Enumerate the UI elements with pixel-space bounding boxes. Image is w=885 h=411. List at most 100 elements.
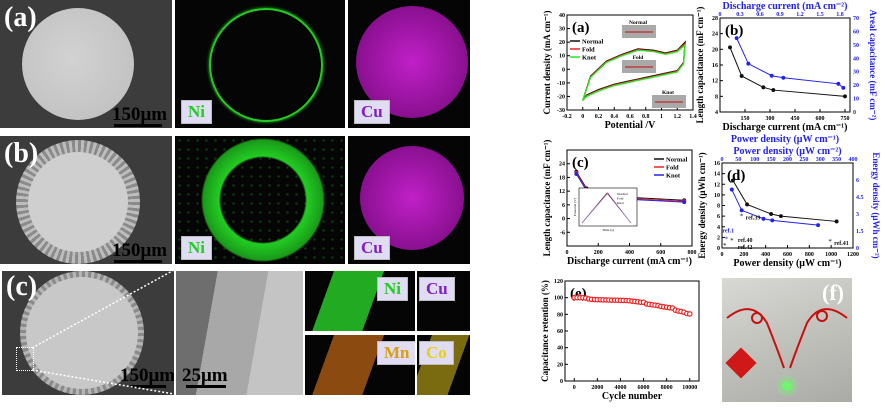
x2-tick-label: 1.2 bbox=[796, 12, 804, 18]
y2-tick-label: 10 bbox=[853, 97, 859, 103]
chart-a: (a) -0.2 0 0.2 0.4 0.6 0.8 1 1.2 1.4 -30 -20 -10 0 10 2… bbox=[542, 10, 697, 131]
y2-tick-label: 20 bbox=[853, 83, 859, 89]
data-point bbox=[739, 208, 744, 213]
chart-d: (d)0 200 400 600 800 1000 12000246810121416Pow… bbox=[697, 146, 881, 269]
data-point bbox=[727, 45, 733, 50]
inset-y-label: Potential (V) bbox=[573, 197, 577, 216]
scale-label: 150μm bbox=[112, 104, 168, 125]
x-tick-label: 6000 bbox=[638, 385, 650, 391]
y-tick-label: 28 bbox=[712, 16, 718, 22]
legend-label: Knot bbox=[582, 55, 597, 62]
y-tick-label: 20 bbox=[557, 362, 563, 368]
data-point bbox=[734, 36, 739, 41]
chart-b: (b)150 300 450 600 750481216202428Discharge … bbox=[695, 1, 878, 145]
data-point bbox=[682, 200, 687, 205]
zoom-region-box bbox=[16, 347, 34, 371]
x-tick-label: 2000 bbox=[591, 385, 603, 391]
data-point bbox=[761, 216, 766, 221]
inset-legend-label: Normal bbox=[617, 192, 628, 196]
y-tick-label: 60 bbox=[557, 329, 563, 335]
data-point bbox=[769, 211, 774, 217]
y-tick-label: 24 bbox=[559, 162, 565, 168]
legend-label: Normal bbox=[582, 39, 603, 46]
fiber-core bbox=[26, 277, 138, 389]
legend-label: Normal bbox=[666, 157, 687, 164]
scale-label: 25μm bbox=[182, 365, 228, 386]
y-tick-label: 18 bbox=[559, 175, 565, 181]
reference-marker: * bbox=[740, 213, 744, 221]
y-tick-label: 0 bbox=[562, 67, 565, 73]
scale-label: 150μm bbox=[120, 365, 174, 386]
panel-label: (b) bbox=[725, 23, 743, 39]
y-tick-label: 40 bbox=[559, 13, 565, 19]
element-label-cu: Cu bbox=[419, 277, 455, 301]
x-tick-label: 10000 bbox=[682, 385, 697, 391]
x-tick-label: 800 bbox=[805, 252, 814, 258]
data-point bbox=[729, 187, 734, 192]
y-tick-label: -20 bbox=[557, 94, 565, 100]
x-tick-label: 200 bbox=[739, 252, 748, 258]
device-photo-panel: (f) bbox=[722, 278, 852, 402]
eds-ni-map-zoom: Ni bbox=[305, 271, 415, 331]
y-tick-label: 4 bbox=[715, 110, 718, 116]
y2-tick-label: 40 bbox=[853, 56, 859, 62]
element-label-ni: Ni bbox=[377, 277, 408, 301]
series-line-knot bbox=[582, 43, 686, 101]
y-tick-label: 0 bbox=[562, 217, 565, 223]
y2-tick-label: 4.5 bbox=[856, 195, 864, 201]
reference-label: ref.1 bbox=[722, 229, 734, 235]
x-axis-label: Cycle number bbox=[602, 391, 663, 402]
y2-tick-label: 0 bbox=[856, 246, 859, 252]
element-label-ni: Ni bbox=[181, 236, 212, 260]
eds-ni-map-normal: Ni bbox=[175, 0, 345, 128]
y2-tick-label: 30 bbox=[853, 70, 859, 76]
reference-label: ref.42 bbox=[738, 245, 753, 251]
x-axis-label: Discharge current (mA cm⁻¹) bbox=[567, 256, 692, 267]
y-axis-label: Capacitance retention (%) bbox=[540, 280, 550, 382]
y-tick-label: -30 bbox=[557, 108, 565, 114]
y-tick-label: 2 bbox=[717, 235, 720, 241]
data-point bbox=[834, 219, 839, 224]
y-tick-label: 8 bbox=[715, 94, 718, 100]
x-tick-label: -0.2 bbox=[562, 114, 572, 120]
chart-e: (e)0 2000 4000 6000 8000 10000020406080100120… bbox=[540, 279, 700, 402]
y2-tick-label: 0 bbox=[853, 110, 856, 116]
data-point bbox=[739, 73, 744, 79]
x2-axis-label: Discharge current (mA cm⁻²) bbox=[723, 1, 848, 12]
reference-marker: * bbox=[723, 242, 727, 250]
reference-marker: * bbox=[828, 238, 832, 246]
x2-tick-label: 200 bbox=[783, 157, 792, 163]
eds-co-map-zoom: Co bbox=[417, 335, 470, 395]
y-tick-label: 100 bbox=[554, 296, 563, 302]
data-point bbox=[781, 75, 786, 80]
x-tick-label: 0.8 bbox=[642, 114, 650, 120]
inset-x-label: Time (s) bbox=[602, 228, 615, 232]
x-tick-label: 600 bbox=[816, 116, 825, 122]
eds-cu-map-coated: Cu bbox=[348, 136, 470, 264]
legend-label: Knot bbox=[666, 173, 681, 180]
zoom-lines bbox=[31, 270, 175, 395]
panel-label: (b) bbox=[4, 138, 39, 169]
x-tick-label: 750 bbox=[841, 116, 850, 122]
x2-tick-label: 0 bbox=[719, 12, 722, 18]
x2-tick-label: 0 bbox=[721, 157, 724, 163]
ni-ring bbox=[209, 8, 323, 122]
cu-core bbox=[356, 6, 468, 118]
x-tick-label: 0.2 bbox=[595, 114, 603, 120]
y2-tick-label: 60 bbox=[853, 29, 859, 35]
y-tick-label: 24 bbox=[712, 32, 718, 38]
panel-label: (d) bbox=[727, 168, 745, 184]
inset-photo-label: Knot bbox=[662, 90, 674, 96]
y-tick-label: 40 bbox=[557, 346, 563, 352]
legend-label: Fold bbox=[666, 165, 679, 172]
reference-label: ref.41 bbox=[834, 241, 849, 247]
y2-axis-label: Energy density (μWh cm⁻²) bbox=[871, 152, 881, 258]
x-tick-label: 4000 bbox=[614, 385, 626, 391]
x-tick-label: 0.6 bbox=[626, 114, 634, 120]
x-tick-label: 8000 bbox=[661, 385, 673, 391]
panel-label: (c) bbox=[572, 155, 589, 171]
element-label-cu: Cu bbox=[354, 236, 390, 260]
y-tick-label: 12 bbox=[712, 79, 718, 85]
y2-tick-label: 6 bbox=[856, 178, 859, 184]
data-point bbox=[730, 178, 735, 183]
